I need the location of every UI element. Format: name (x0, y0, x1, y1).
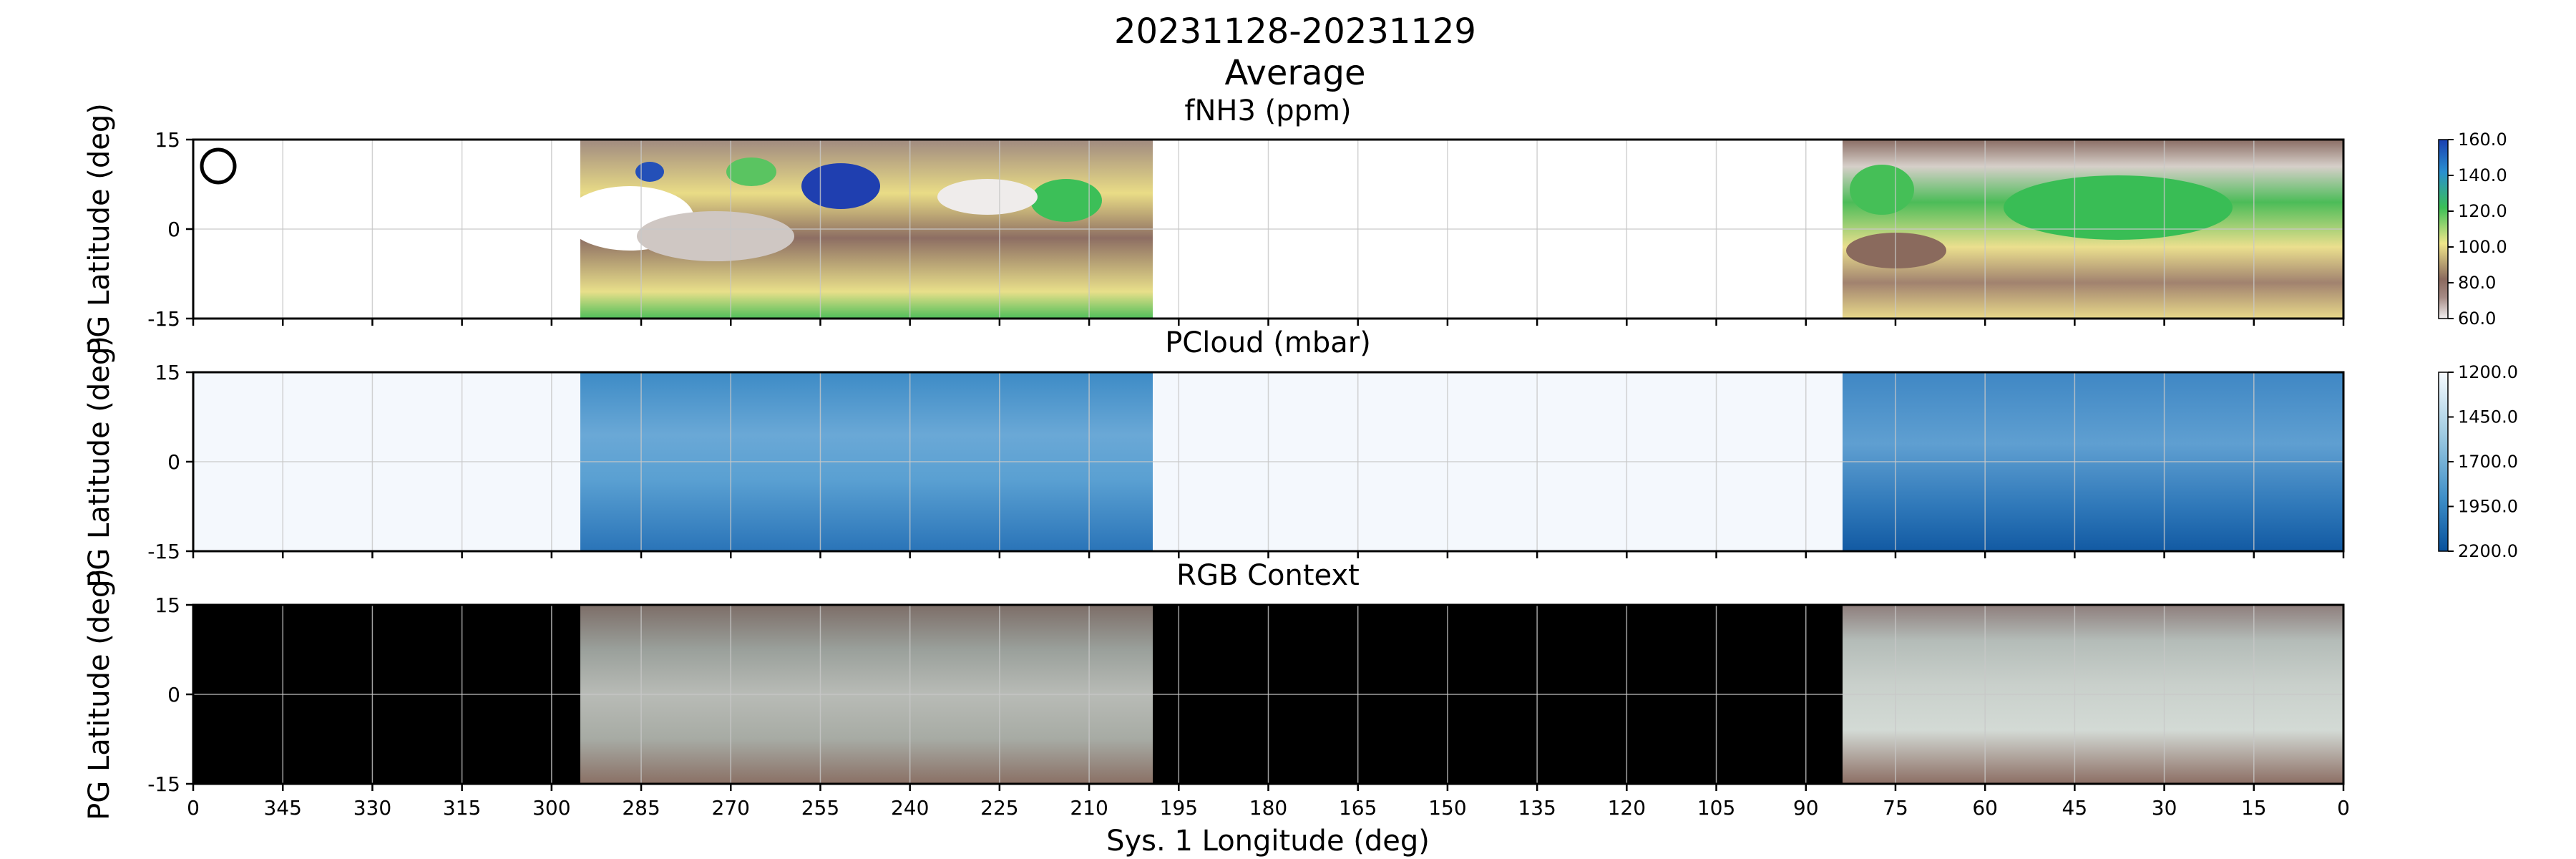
fnh3-circle-marker (200, 147, 237, 185)
x-tick-label: 180 (1249, 796, 1287, 820)
fnh3-blob-green-2 (726, 157, 776, 186)
figure-title-line2: Average (1224, 53, 1365, 93)
x-tick-label: 285 (622, 796, 660, 820)
x-tick-label: 30 (2152, 796, 2177, 820)
panel-pcloud-gridlines (193, 372, 2343, 551)
x-tick-label: 345 (263, 796, 301, 820)
fnh3-blob-grey-left (637, 211, 794, 261)
colorbar-pcloud: 1200.0 1450.0 1700.0 1950.0 2200.0 (2438, 362, 2518, 561)
panel-fnh3: fNH3 (ppm) 15 0 -15 PG Latitude (deg) 160.… (83, 94, 2507, 355)
fnh3-blob-blue-main (801, 163, 880, 209)
x-tick-label: 135 (1518, 796, 1556, 820)
y-tick-label: -15 (147, 772, 180, 796)
y-tick-label: -15 (147, 540, 180, 563)
panel-rgb: RGB Context 150-15 0 345 330 315 300 285 270 25… (83, 559, 2350, 820)
x-tick-label: 90 (1793, 796, 1819, 820)
panel-pcloud-title: PCloud (mbar) (1165, 326, 1371, 359)
x-tick-label: 45 (2062, 796, 2088, 820)
colorbar-fnh3: 160.0 140.0 120.0 100.0 80.0 60.0 (2438, 130, 2507, 329)
x-tick-label: 315 (443, 796, 481, 820)
x-tick-label: 240 (891, 796, 929, 820)
fnh3-blob-brown (1846, 233, 1946, 268)
colorbar-tick-label: 100.0 (2458, 237, 2507, 257)
y-tick-label: 0 (167, 218, 180, 241)
y-tick-label: 15 (155, 361, 180, 384)
x-tick-label: 165 (1339, 796, 1377, 820)
y-tick-label: 15 (155, 128, 180, 152)
panel-fnh3-title: fNH3 (ppm) (1184, 94, 1351, 127)
panel-fnh3-xticks (192, 319, 2345, 326)
y-tick-label: 15 (155, 593, 180, 617)
x-tick-label: 105 (1697, 796, 1735, 820)
colorbar-tick-label: 2200.0 (2458, 541, 2518, 561)
colorbar-tick-label: 120.0 (2458, 201, 2507, 221)
colorbar-tick-label: 140.0 (2458, 165, 2507, 185)
x-tick-label: 15 (2241, 796, 2267, 820)
colorbar-tick-label: 1950.0 (2458, 497, 2518, 517)
panel-rgb-title: RGB Context (1176, 559, 1360, 592)
colorbar-tick-label: 160.0 (2458, 130, 2507, 150)
panel-fnh3-yticks: 15 0 -15 (147, 128, 193, 331)
panel-fnh3-gridlines (193, 140, 2343, 319)
panel-pcloud-ylabel: PG Latitude (deg) (83, 336, 116, 588)
x-tick-label: 300 (532, 796, 570, 820)
fnh3-blob-green-4 (1850, 165, 1914, 215)
panel-rgb-yticks: 15 0 -15 (147, 593, 193, 796)
fnh3-blob-white-right (937, 179, 1038, 215)
figure-title-line1: 20231128-20231129 (1114, 11, 1476, 52)
colorbar-tick-label: 1700.0 (2458, 452, 2518, 472)
colorbar-tick-label: 1200.0 (2458, 362, 2518, 382)
x-tick-label: 150 (1428, 796, 1466, 820)
panel-rgb-xticks: 0 345 330 315 300 285 270 255 240 225 210 195 180 165… (187, 784, 2350, 820)
panel-pcloud-xticks (192, 551, 2345, 558)
colorbar-fnh3-ticks: 160.0 140.0 120.0 100.0 80.0 60.0 (2448, 130, 2507, 329)
x-axis-label: Sys. 1 Longitude (deg) (1106, 825, 1430, 858)
fnh3-blob-green-1 (1030, 179, 1102, 222)
colorbar-tick-label: 1450.0 (2458, 407, 2518, 427)
y-tick-label: -15 (147, 307, 180, 331)
x-tick-label: 210 (1070, 796, 1108, 820)
colorbar-pcloud-ticks: 1200.0 1450.0 1700.0 1950.0 2200.0 (2448, 362, 2518, 561)
x-tick-label: 255 (801, 796, 839, 820)
panel-pcloud: PCloud (mbar) 15 0 -15 PG Latitude (deg) 1… (83, 326, 2518, 588)
x-tick-label: 120 (1608, 796, 1646, 820)
fnh3-blob-blue-small (635, 162, 664, 182)
panel-rgb-gridlines (193, 605, 2343, 784)
colorbar-fnh3-bar (2438, 139, 2449, 319)
colorbar-pcloud-bar (2438, 372, 2449, 552)
fnh3-blob-green-3 (2004, 175, 2233, 240)
x-tick-label: 60 (1972, 796, 1998, 820)
colorbar-tick-label: 80.0 (2458, 273, 2496, 293)
panel-fnh3-ylabel: PG Latitude (deg) (83, 103, 116, 355)
panel-rgb-ylabel: PG Latitude (deg) (83, 568, 116, 820)
panel-pcloud-yticks: 15 0 -15 (147, 361, 193, 563)
x-tick-label: 0 (2337, 796, 2350, 820)
x-tick-label: 330 (353, 796, 391, 820)
x-tick-label: 270 (712, 796, 750, 820)
y-tick-label: 0 (167, 450, 180, 474)
x-tick-label: 195 (1160, 796, 1198, 820)
colorbar-tick-label: 60.0 (2458, 309, 2496, 329)
y-tick-label: 0 (167, 683, 180, 707)
x-tick-label: 75 (1883, 796, 1908, 820)
x-tick-label: 225 (980, 796, 1018, 820)
x-tick-label: 0 (187, 796, 200, 820)
